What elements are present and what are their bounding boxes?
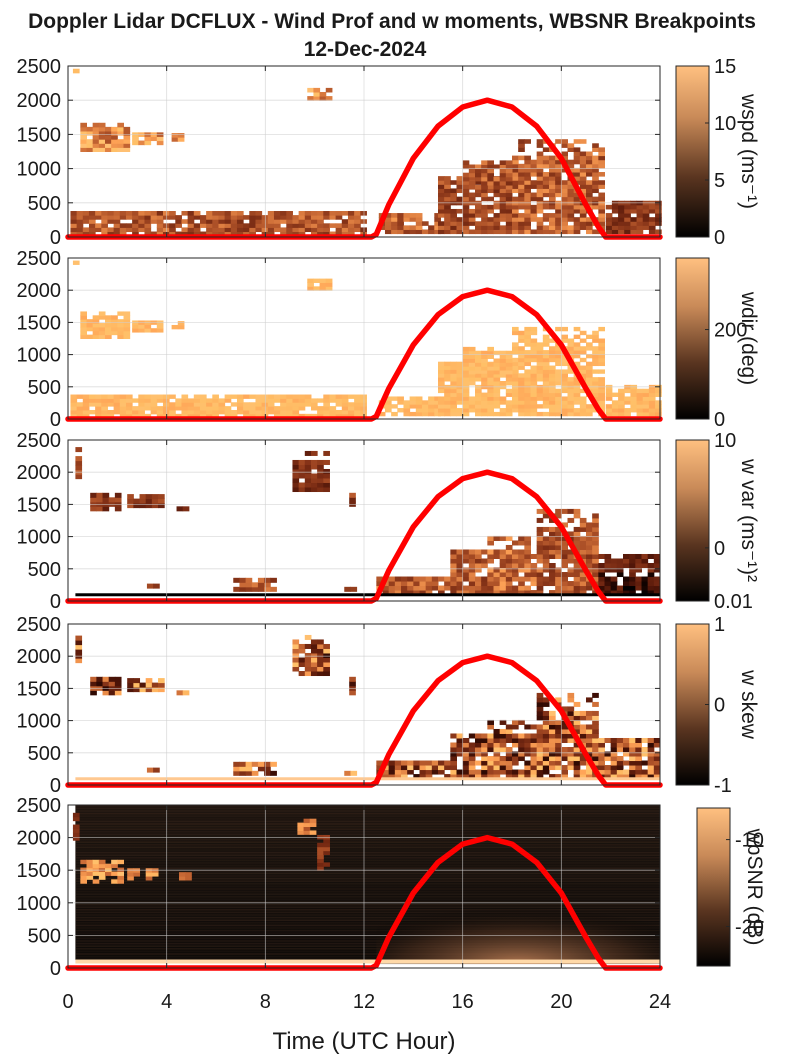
overlay-line	[65, 653, 663, 788]
x-tick-label: 8	[260, 991, 271, 1013]
y-tick-label: 2500	[17, 795, 62, 817]
x-tick-label: 24	[649, 991, 671, 1013]
y-tick-label: 0	[50, 775, 61, 797]
heatmap-cells	[72, 805, 660, 965]
colorbar-tick-label: 1	[714, 614, 725, 636]
colorbar-tick-label: 0	[714, 538, 725, 560]
y-tick-label: 2000	[17, 90, 62, 112]
panel-3: 0 500 1000 1500 2000 2500 0.01 0 10w var (ms⁻¹)²	[17, 430, 761, 613]
w-skew-surface-band	[75, 777, 660, 781]
colorbar-tick-label: 15	[714, 56, 736, 78]
x-tick-label: 0	[62, 991, 73, 1013]
overlay-line	[65, 287, 663, 422]
x-tick-label: 12	[353, 991, 375, 1013]
heatmap-cells	[75, 447, 661, 597]
chart-title-line-1: Doppler Lidar DCFLUX - Wind Prof and w m…	[28, 10, 756, 33]
colorbar	[675, 439, 710, 602]
y-tick-label: 1500	[17, 494, 62, 516]
colorbar-tick-label: -1	[714, 775, 732, 797]
y-tick-label: 2000	[17, 280, 62, 302]
colorbar-tick-label: 0	[714, 227, 725, 249]
y-tick-label: 2500	[17, 614, 62, 636]
y-tick-label: 0	[50, 958, 61, 980]
colorbar-tick-label: 200	[714, 320, 747, 342]
y-tick-label: 2000	[17, 828, 62, 850]
colorbar-tick-label: -10	[735, 830, 764, 852]
colorbar-label: wbSNR (dB)	[743, 828, 766, 946]
x-tick-label: 4	[161, 991, 172, 1013]
chart-title-line-2: 12-Dec-2024	[304, 38, 427, 61]
y-tick-label: 0	[50, 409, 61, 431]
heatmap-cells	[75, 634, 661, 781]
colorbar	[696, 807, 731, 967]
snr-boundary-layer	[376, 883, 660, 965]
y-tick-label: 0	[50, 591, 61, 613]
colorbar	[675, 257, 710, 420]
y-tick-label: 1000	[17, 159, 62, 181]
y-tick-label: 500	[28, 377, 61, 399]
y-tick-label: 2500	[17, 248, 62, 270]
w-var-surface-band	[75, 593, 660, 597]
colorbar-label: w var (ms⁻¹)²	[737, 458, 760, 582]
colorbar-label: wdir (deg)	[737, 291, 760, 385]
y-tick-label: 2500	[17, 56, 62, 78]
x-tick-label: 20	[550, 991, 572, 1013]
colorbar-label: wspd (ms⁻¹)	[737, 93, 760, 209]
overlay-line	[65, 469, 663, 604]
y-tick-label: 1500	[17, 124, 62, 146]
y-tick-label: 2500	[17, 430, 62, 452]
overlay-line	[65, 834, 663, 971]
y-tick-label: 1000	[17, 711, 62, 733]
grid	[68, 440, 660, 601]
overlay-line	[65, 97, 663, 240]
y-tick-label: 500	[28, 743, 61, 765]
grid	[68, 624, 660, 785]
grid	[68, 66, 660, 237]
panel-4: 0 500 1000 1500 2000 2500 -1 0 1 w skew	[17, 614, 761, 797]
colorbar-tick-label: 0	[714, 409, 725, 431]
y-tick-label: 2000	[17, 646, 62, 668]
colorbar-tick-label: 10	[714, 113, 736, 135]
panel-5: 0 500 1000 1500 2000 2500 0 4 8 12 16 20 24 -20 -10wbS…	[17, 795, 767, 1013]
x-tick-label: 16	[452, 991, 474, 1013]
colorbar-tick-label: -20	[735, 917, 764, 939]
y-tick-label: 1000	[17, 527, 62, 549]
grid	[68, 805, 660, 968]
y-tick-label: 1500	[17, 860, 62, 882]
y-tick-label: 1000	[17, 893, 62, 915]
y-tick-label: 1500	[17, 312, 62, 334]
y-tick-label: 500	[28, 559, 61, 581]
colorbar	[675, 623, 710, 786]
y-tick-label: 0	[50, 227, 61, 249]
y-tick-label: 1000	[17, 345, 62, 367]
colorbar	[675, 65, 710, 238]
y-tick-label: 500	[28, 925, 61, 947]
colorbar-label: w skew	[737, 669, 760, 740]
grid	[68, 258, 660, 419]
colorbar-tick-label: 0	[714, 695, 725, 717]
y-tick-label: 500	[28, 193, 61, 215]
snr-surface-band	[75, 959, 660, 964]
colorbar-tick-label: 0.01	[714, 591, 753, 613]
x-axis-label: Time (UTC Hour)	[272, 1028, 455, 1055]
y-tick-label: 2000	[17, 462, 62, 484]
y-tick-label: 1500	[17, 678, 62, 700]
colorbar-tick-label: 10	[714, 430, 736, 452]
colorbar-tick-label: 5	[714, 170, 725, 192]
heatmap-cells	[70, 260, 662, 419]
